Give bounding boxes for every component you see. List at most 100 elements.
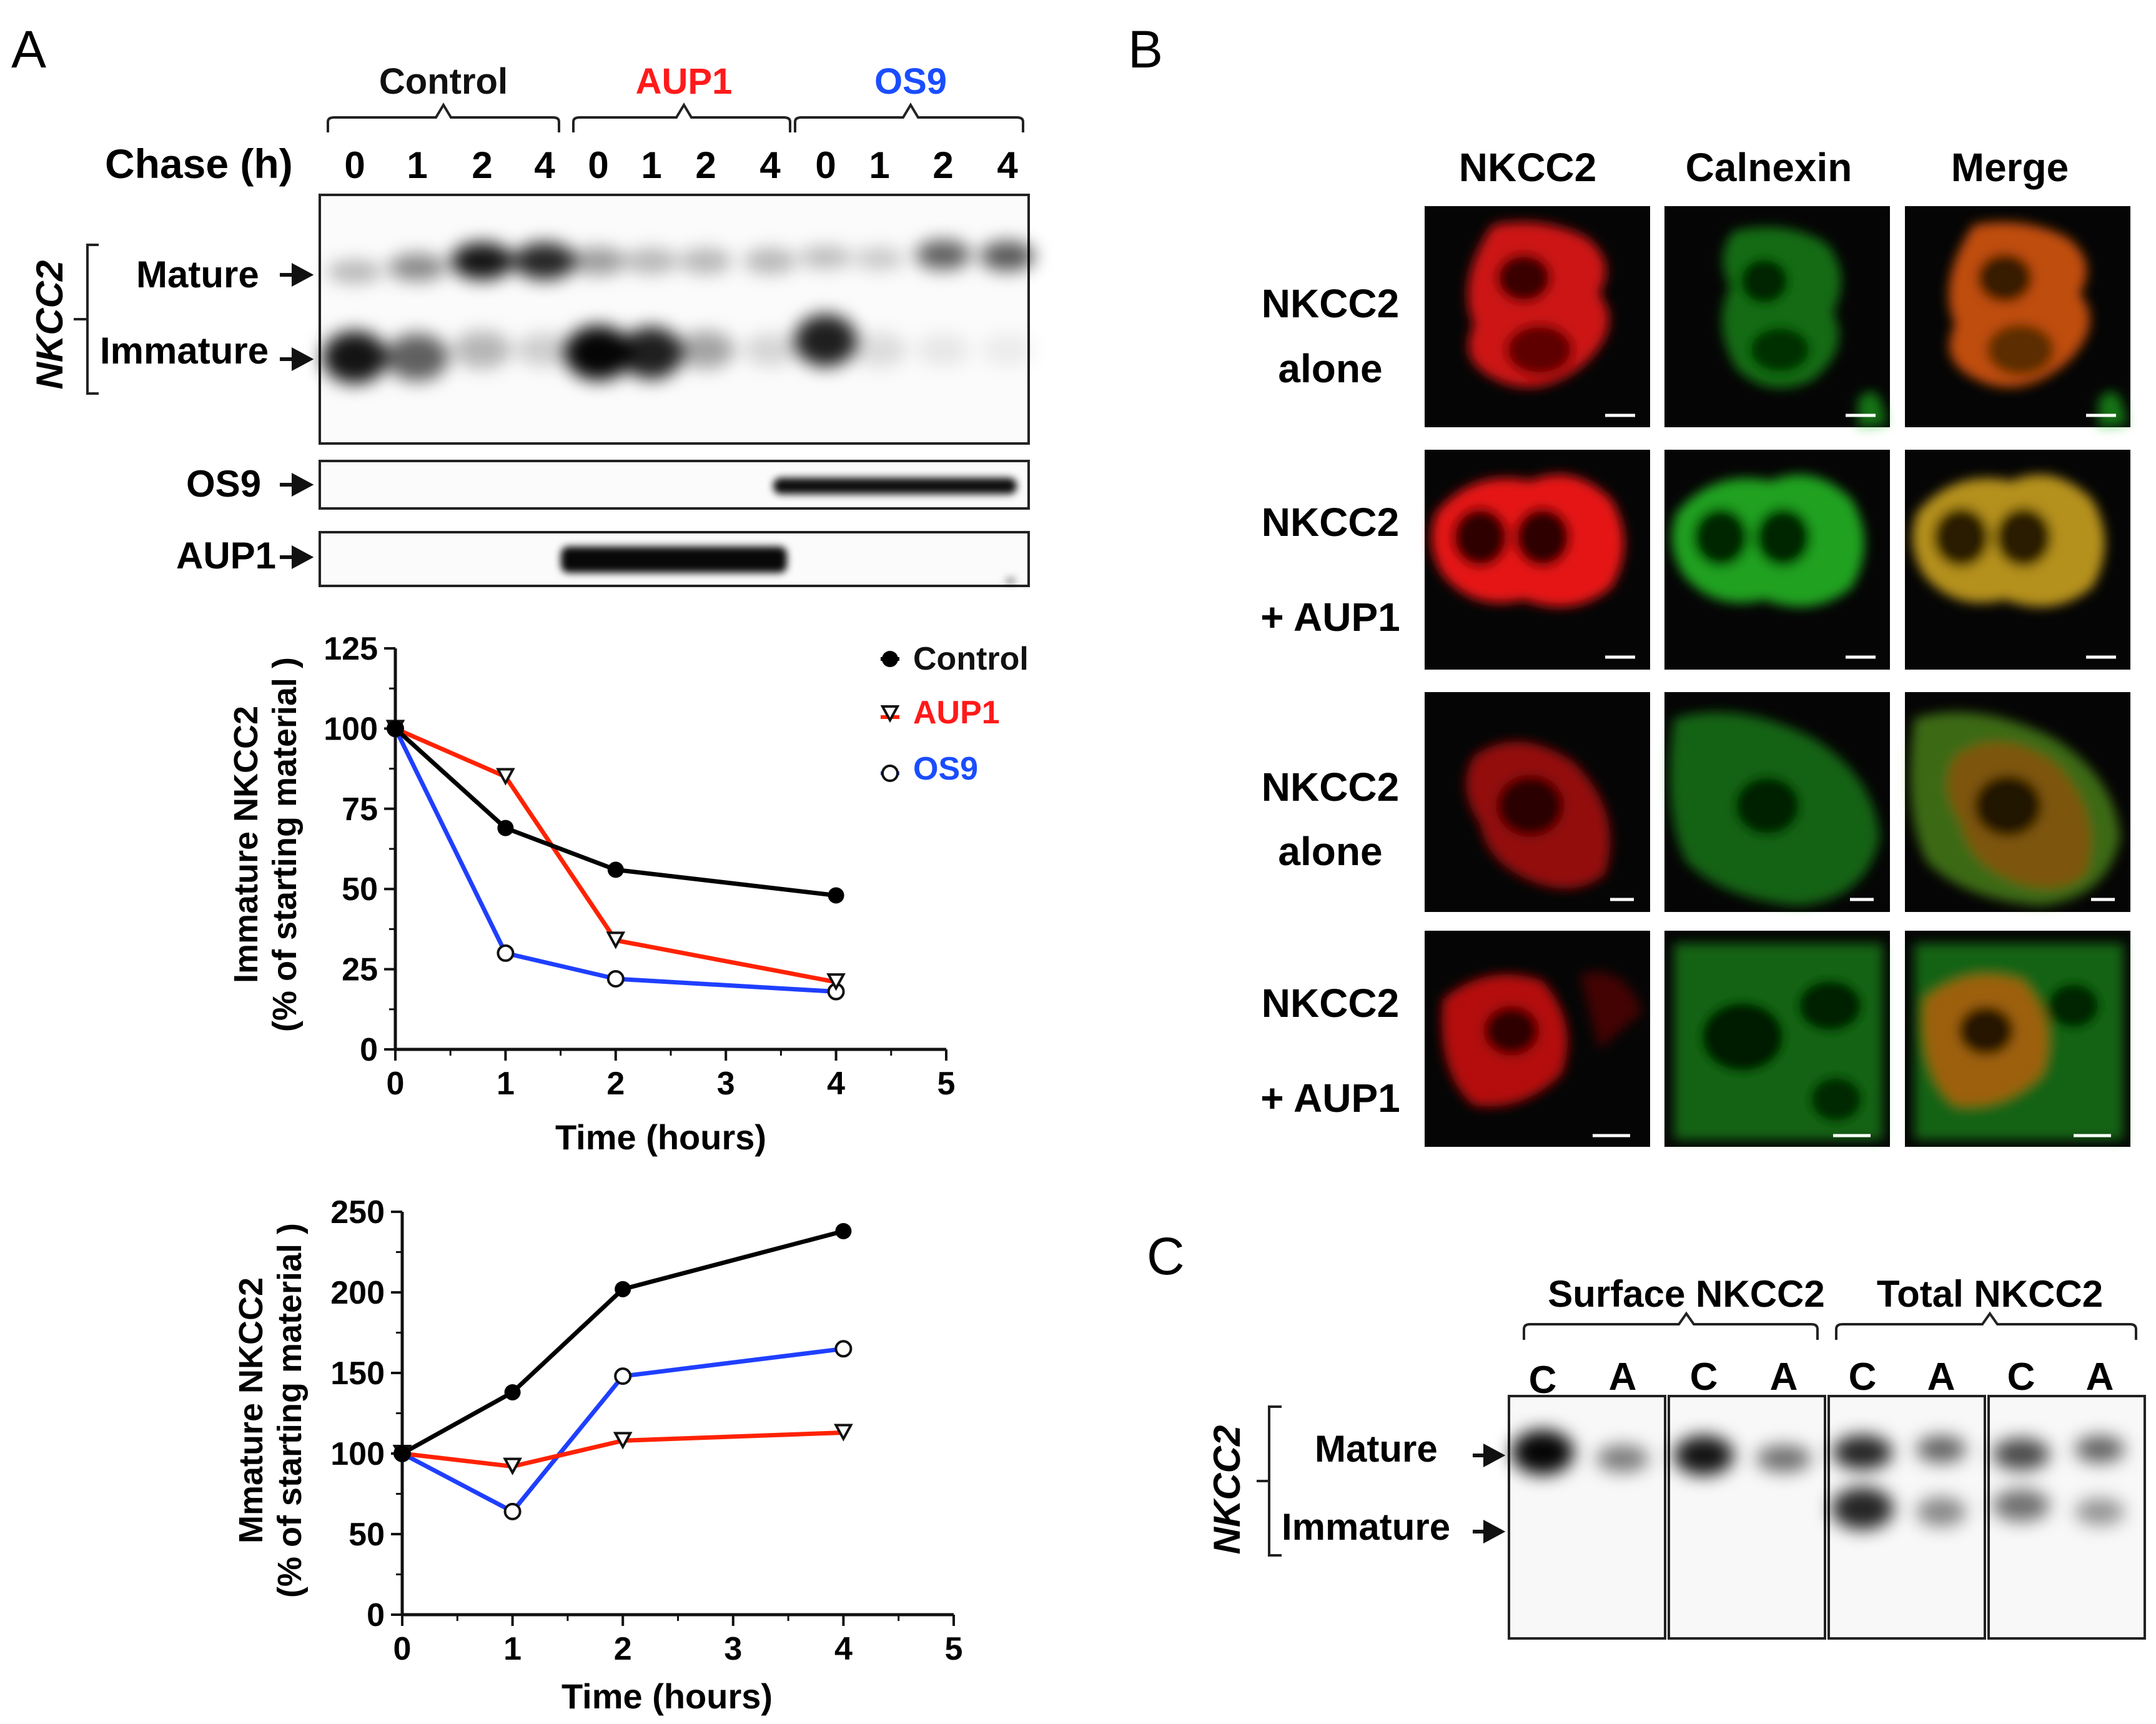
legend-label-control: Control bbox=[913, 641, 1029, 677]
x-tick-label: 0 bbox=[387, 1066, 405, 1102]
data-point bbox=[606, 970, 625, 988]
x-tick-label: 2 bbox=[606, 1066, 625, 1102]
column-header-merge: Merge bbox=[1951, 145, 2069, 190]
panel-a-label: A bbox=[11, 20, 46, 79]
os9-blot-label: OS9 bbox=[186, 463, 261, 505]
data-point bbox=[613, 1432, 633, 1450]
micrograph-calnexin bbox=[1664, 931, 1890, 1147]
legend: Control AUP1 OS9 bbox=[880, 641, 1029, 787]
micrograph-calnexin bbox=[1664, 450, 1890, 670]
data-point bbox=[614, 1367, 632, 1385]
chase-time: 0 bbox=[815, 144, 836, 186]
y-tick-label: 0 bbox=[367, 1597, 385, 1633]
mature-label: Mature bbox=[136, 254, 259, 295]
mature-label-c: Mature bbox=[1315, 1428, 1438, 1470]
lane-label: C bbox=[1529, 1359, 1557, 1402]
group-label-aup1: AUP1 bbox=[636, 61, 733, 102]
series-line bbox=[402, 1430, 844, 1469]
y-tick-label: 25 bbox=[342, 952, 378, 988]
y-axis-label: (% of starting material ) bbox=[266, 657, 304, 1032]
row-label-line1: NKCC2 bbox=[1262, 981, 1399, 1026]
chase-label: Chase (h) bbox=[105, 141, 293, 187]
chase-time: 2 bbox=[472, 144, 492, 186]
row-label-line2: + AUP1 bbox=[1260, 595, 1400, 640]
y-axis-label: Mmature NKCC2 bbox=[232, 1277, 270, 1543]
nkcc2-rotated-label: NKCC2 bbox=[29, 260, 71, 390]
blot-box-total-1 bbox=[1827, 1395, 1986, 1640]
os9-blot bbox=[319, 460, 1030, 510]
ylabel-mature: Mmature NKCC2 (% of starting material ) bbox=[232, 1223, 309, 1598]
panel-b-microscopy: NKCC2 Calnexin Merge NKCC2 alone NKCC2 +… bbox=[1260, 145, 2130, 1147]
y-tick-label: 100 bbox=[324, 711, 378, 747]
nkcc2-bracket-c bbox=[1257, 1405, 1282, 1557]
arrow-mature bbox=[280, 262, 314, 287]
y-tick-label: 50 bbox=[342, 871, 378, 908]
y-tick-label: 150 bbox=[330, 1355, 385, 1392]
micrograph-merge bbox=[1905, 692, 2130, 912]
x-tick-label: 3 bbox=[717, 1066, 735, 1102]
group-label-control: Control bbox=[379, 61, 508, 102]
aup1-blot-label: AUP1 bbox=[176, 535, 276, 577]
nkcc2-pulse-chase-blot bbox=[319, 194, 1035, 445]
column-header-nkcc2: NKCC2 bbox=[1459, 145, 1596, 190]
row-label-line2: + AUP1 bbox=[1260, 1076, 1400, 1121]
x-tick-label: 1 bbox=[503, 1631, 522, 1667]
scale-bars bbox=[1593, 414, 2116, 1137]
blot-box-surface-1 bbox=[1508, 1395, 1666, 1640]
group-label-os9: OS9 bbox=[874, 61, 947, 102]
data-point bbox=[834, 1424, 853, 1442]
lane-label: C bbox=[2007, 1355, 2035, 1399]
series-line bbox=[393, 727, 836, 994]
surface-label: Surface NKCC2 bbox=[1548, 1273, 1824, 1315]
total-label: Total NKCC2 bbox=[1877, 1273, 2103, 1315]
data-point bbox=[387, 720, 403, 737]
micrograph-row-3 bbox=[1425, 692, 2130, 912]
x-axis-label: Time (hours) bbox=[555, 1117, 766, 1157]
x-tick-label: 2 bbox=[614, 1631, 632, 1667]
data-point bbox=[497, 820, 514, 836]
micrograph-nkcc2 bbox=[1425, 692, 1650, 912]
immature-label-c: Immature bbox=[1282, 1506, 1450, 1548]
micrograph-nkcc2 bbox=[1425, 931, 1650, 1147]
micrograph-merge bbox=[1905, 206, 2130, 427]
y-tick-label: 100 bbox=[330, 1436, 385, 1472]
y-tick-label: 125 bbox=[324, 631, 378, 667]
y-tick-label: 200 bbox=[330, 1275, 385, 1311]
micrograph-nkcc2 bbox=[1425, 206, 1650, 427]
chase-time-labels: 0 1 2 4 0 1 2 4 0 1 2 4 bbox=[344, 144, 1018, 186]
x-tick-label: 3 bbox=[724, 1631, 742, 1667]
x-tick-label: 4 bbox=[827, 1066, 845, 1102]
micrograph-nkcc2 bbox=[1425, 450, 1650, 670]
chase-time: 1 bbox=[407, 144, 427, 186]
arrow-os9 bbox=[280, 472, 314, 497]
mature-nkcc2-chart: Mmature NKCC2 (% of starting material ) … bbox=[232, 1194, 962, 1716]
series-line bbox=[393, 726, 837, 898]
arrow-immature bbox=[280, 347, 314, 372]
x-tick-label: 0 bbox=[393, 1631, 412, 1667]
group-brace-aup1 bbox=[572, 102, 791, 132]
y-axis-label: (% of starting material ) bbox=[271, 1223, 309, 1598]
lane-label: A bbox=[1770, 1355, 1798, 1399]
nkcc2-rotated-label-c: NKCC2 bbox=[1206, 1425, 1248, 1555]
chase-time: 0 bbox=[344, 144, 365, 186]
nkcc2-bracket bbox=[74, 244, 99, 395]
data-point bbox=[503, 1457, 522, 1475]
row-label-line2: alone bbox=[1278, 829, 1382, 874]
data-point bbox=[834, 1340, 853, 1358]
chase-time: 2 bbox=[695, 144, 716, 186]
legend-marker-os9 bbox=[881, 765, 899, 782]
blot-box-total-2 bbox=[1987, 1395, 2146, 1640]
series-line bbox=[401, 1346, 844, 1514]
micrograph-row-4 bbox=[1425, 931, 2130, 1147]
micrograph-merge bbox=[1905, 931, 2130, 1147]
y-tick-label: 50 bbox=[349, 1517, 385, 1553]
total-brace bbox=[1835, 1311, 2137, 1340]
y-tick-label: 75 bbox=[342, 791, 378, 828]
immature-nkcc2-chart: Immature NKCC2 (% of starting material )… bbox=[227, 631, 1029, 1157]
panel-c-blot: Surface NKCC2 Total NKCC2 C A C A C A C … bbox=[1206, 1273, 2146, 1640]
chase-time: 0 bbox=[588, 144, 608, 186]
group-brace-control bbox=[327, 102, 560, 132]
lane-label: A bbox=[1927, 1355, 1956, 1399]
data-point bbox=[826, 973, 846, 991]
